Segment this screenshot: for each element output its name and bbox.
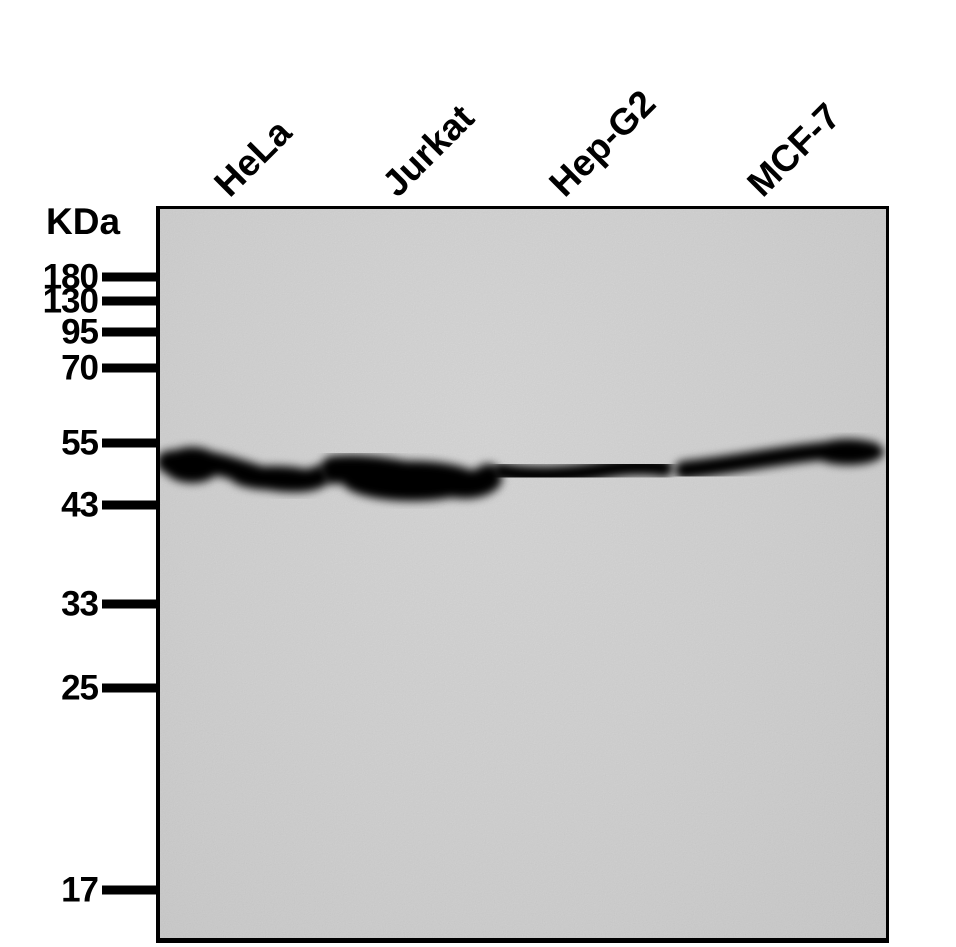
ladder-marker-value: 17 xyxy=(61,870,99,910)
ladder-marker-17: 17 xyxy=(0,873,156,908)
ladder-marker-180: 180 xyxy=(0,260,156,295)
ladder-marker-25: 25 xyxy=(0,671,156,706)
ladder-tick xyxy=(102,500,156,510)
lane-label-jurkat: Jurkat xyxy=(374,96,482,205)
ladder-marker-value: 180 xyxy=(42,257,99,297)
band-jurkat xyxy=(320,455,502,501)
ladder-tick xyxy=(102,272,156,282)
ladder-marker-130: 130 xyxy=(0,284,156,319)
ladder-tick xyxy=(102,599,156,609)
ladder-marker-value: 130 xyxy=(42,281,99,321)
ladder-tick xyxy=(102,438,156,448)
lane-label-hepg2: Hep-G2 xyxy=(541,82,664,205)
ladder-tick xyxy=(102,885,156,895)
ladder-marker-value: 43 xyxy=(61,485,99,525)
ladder-tick xyxy=(102,363,156,373)
ladder-marker-value: 25 xyxy=(61,668,99,708)
protein-bands-layer xyxy=(160,209,886,938)
ladder-marker-value: 55 xyxy=(61,423,99,463)
ladder-marker-43: 43 xyxy=(0,488,156,523)
ladder-tick xyxy=(102,327,156,337)
unit-label: KDa xyxy=(46,201,121,242)
lane-label-mcf7: MCF-7 xyxy=(739,95,849,205)
ladder-tick xyxy=(102,296,156,306)
band-hela xyxy=(160,447,329,493)
ladder-marker-55: 55 xyxy=(0,426,156,461)
ladder-marker-70: 70 xyxy=(0,351,156,386)
ladder-tick xyxy=(102,683,156,693)
ladder-marker-value: 33 xyxy=(61,584,99,624)
ladder-marker-95: 95 xyxy=(0,315,156,350)
lane-label-hela: HeLa xyxy=(206,111,300,205)
band-hepg2 xyxy=(493,457,673,485)
membrane-grain xyxy=(160,209,886,938)
blot-membrane xyxy=(156,206,889,943)
band-mcf7 xyxy=(675,439,884,479)
ladder-marker-33: 33 xyxy=(0,587,156,622)
ladder-marker-value: 70 xyxy=(61,348,99,388)
ladder-marker-value: 95 xyxy=(61,312,99,352)
